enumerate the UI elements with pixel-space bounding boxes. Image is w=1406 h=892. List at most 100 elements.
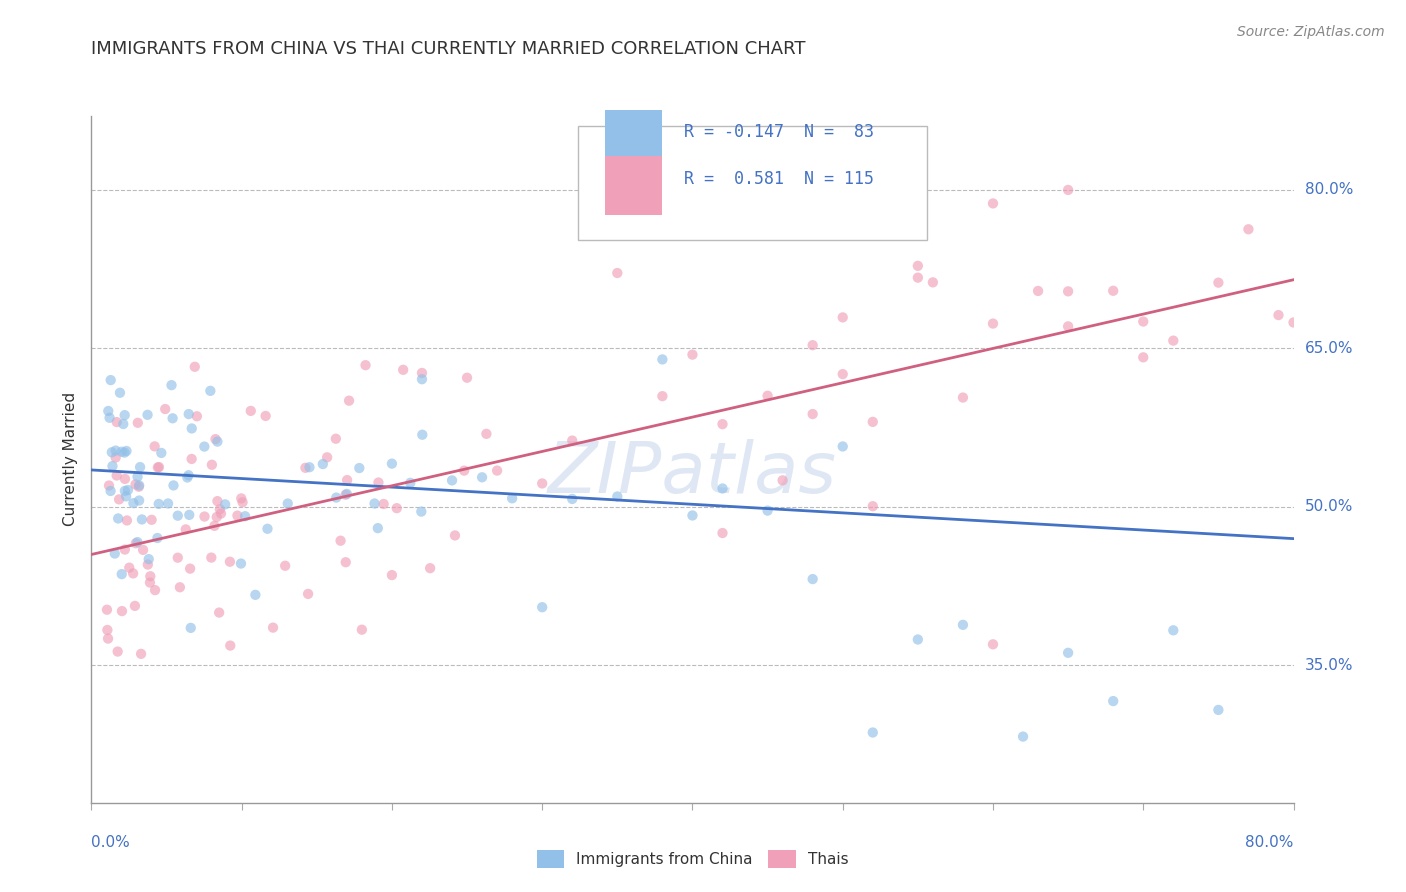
Point [150, 446, 173, 460]
Point [105, 468, 128, 483]
Point [606, 490, 628, 504]
Point [349, 461, 371, 475]
Point [162, 478, 184, 492]
Point [180, 452, 202, 467]
Point [1057, 183, 1080, 197]
Point [772, 473, 794, 487]
Point [155, 402, 177, 417]
Point [440, 474, 463, 488]
Text: IMMIGRANTS FROM CHINA VS THAI CURRENTLY MARRIED CORRELATION CHART: IMMIGRANTS FROM CHINA VS THAI CURRENTLY … [91, 40, 806, 58]
Point [115, 489, 138, 503]
Point [226, 508, 249, 523]
Point [201, 458, 224, 472]
Point [335, 488, 357, 502]
Point [297, 587, 319, 601]
Point [1208, 703, 1230, 717]
FancyBboxPatch shape [578, 127, 927, 240]
Point [232, 495, 254, 509]
Point [143, 583, 166, 598]
Text: 80.0%: 80.0% [1305, 183, 1353, 197]
Point [166, 550, 188, 565]
Point [711, 526, 734, 541]
Point [148, 497, 170, 511]
Point [104, 443, 127, 458]
Point [354, 358, 377, 372]
Point [219, 555, 242, 569]
Point [329, 533, 352, 548]
Point [184, 359, 207, 374]
Legend: Immigrants from China, Thais: Immigrants from China, Thais [530, 845, 855, 874]
Point [456, 370, 478, 384]
Point [104, 547, 127, 561]
Point [105, 415, 128, 429]
Point [114, 445, 136, 459]
Point [1161, 624, 1184, 638]
Point [107, 511, 129, 525]
Point [101, 459, 124, 474]
Point [111, 567, 134, 582]
Point [1102, 284, 1125, 298]
Point [114, 483, 136, 498]
Point [411, 427, 433, 442]
Point [148, 460, 170, 475]
Point [129, 647, 152, 661]
Point [907, 270, 929, 285]
Point [831, 310, 853, 325]
Point [907, 632, 929, 647]
Point [136, 408, 159, 422]
Text: 0.0%: 0.0% [91, 836, 131, 850]
Point [127, 416, 149, 430]
Point [981, 317, 1004, 331]
Point [166, 508, 188, 523]
Point [112, 417, 135, 431]
Point [146, 531, 169, 545]
Point [125, 536, 148, 550]
Point [200, 550, 222, 565]
Text: 50.0%: 50.0% [1305, 500, 1353, 515]
Point [312, 457, 335, 471]
Point [350, 623, 373, 637]
Point [711, 482, 734, 496]
Point [681, 348, 703, 362]
Point [136, 558, 159, 572]
Point [107, 644, 129, 658]
Point [294, 460, 316, 475]
Point [115, 513, 138, 527]
Point [756, 194, 779, 208]
Point [337, 393, 360, 408]
Point [111, 444, 134, 458]
Point [1102, 694, 1125, 708]
Point [411, 366, 433, 380]
Point [1132, 314, 1154, 328]
Point [169, 580, 191, 594]
Point [561, 491, 583, 506]
Point [128, 478, 150, 492]
Point [146, 460, 169, 475]
Point [98, 478, 121, 492]
Point [801, 338, 824, 352]
Point [606, 266, 628, 280]
Point [1208, 276, 1230, 290]
Point [231, 491, 253, 506]
Point [118, 560, 141, 574]
Point [179, 561, 201, 575]
Point [100, 483, 122, 498]
Point [801, 407, 824, 421]
Point [1132, 351, 1154, 365]
Point [1057, 285, 1080, 299]
Point [1057, 319, 1080, 334]
Point [207, 434, 229, 449]
Point [256, 522, 278, 536]
Point [325, 491, 347, 505]
Point [862, 500, 884, 514]
Point [373, 497, 395, 511]
Point [96, 623, 118, 637]
Point [336, 487, 359, 501]
Point [114, 542, 136, 557]
Point [367, 475, 389, 490]
Point [139, 575, 162, 590]
Point [419, 561, 441, 575]
Point [177, 468, 200, 483]
Point [104, 450, 127, 465]
Point [831, 440, 853, 454]
